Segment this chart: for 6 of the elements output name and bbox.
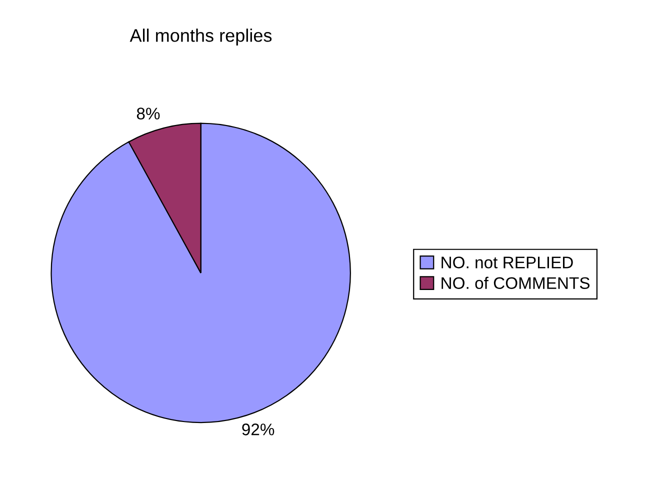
data-label: 8% [136,108,160,120]
data-label: 92% [242,424,274,436]
legend-label: NO. of COMMENTS [442,276,590,289]
pie-slice [50,122,351,424]
chart-title: All months replies [130,28,272,46]
legend-label: NO. not REPLIED [442,256,573,268]
